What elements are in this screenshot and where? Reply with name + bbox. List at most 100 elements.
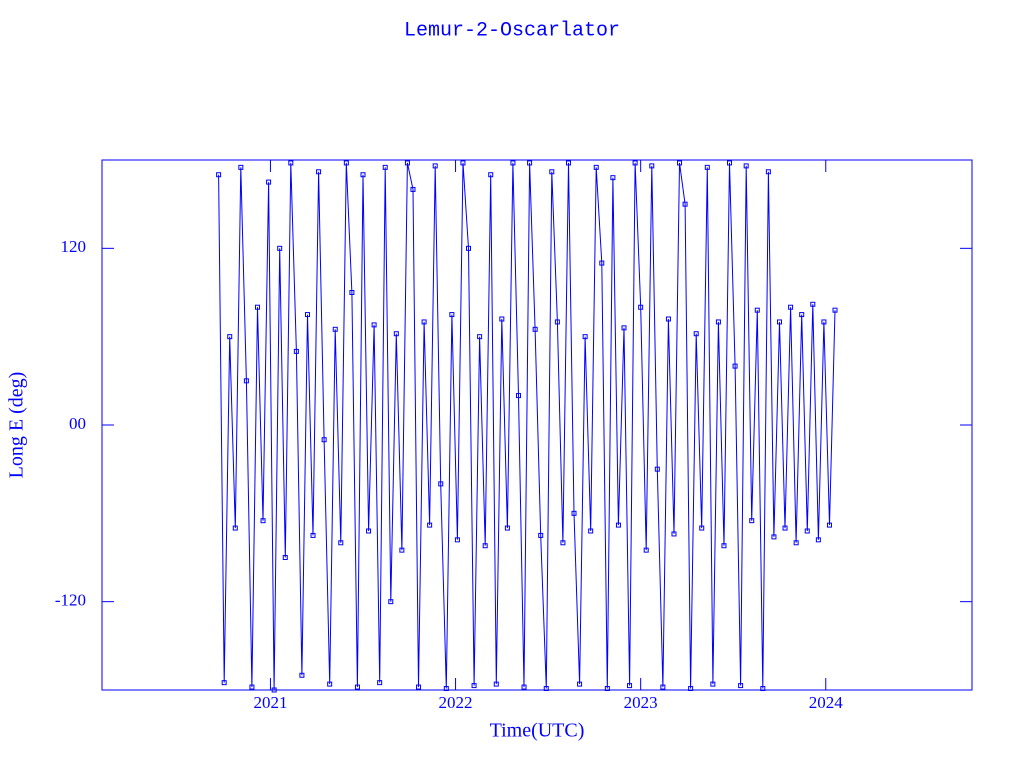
data-point bbox=[693, 331, 699, 337]
data-point bbox=[654, 466, 660, 472]
data-point bbox=[343, 160, 349, 166]
data-point bbox=[404, 160, 410, 166]
data-point bbox=[321, 437, 327, 443]
data-point bbox=[438, 481, 444, 487]
data-point bbox=[243, 378, 249, 384]
data-point bbox=[815, 537, 821, 543]
data-point bbox=[416, 684, 422, 690]
data-point bbox=[727, 160, 733, 166]
data-point bbox=[571, 510, 577, 516]
data-point bbox=[582, 334, 588, 340]
data-point bbox=[788, 304, 794, 310]
data-point bbox=[721, 543, 727, 549]
data-point bbox=[332, 326, 338, 332]
data-point bbox=[371, 322, 377, 328]
y-tick-label: -120 bbox=[55, 591, 86, 610]
data-point bbox=[349, 290, 355, 295]
data-point bbox=[671, 531, 677, 537]
data-point bbox=[704, 164, 710, 170]
data-point bbox=[588, 528, 594, 534]
data-point bbox=[221, 680, 227, 686]
data-point bbox=[238, 164, 244, 170]
data-point bbox=[732, 363, 738, 369]
data-point bbox=[715, 319, 721, 325]
data-point bbox=[366, 528, 372, 534]
data-point bbox=[532, 326, 538, 332]
data-point bbox=[282, 555, 288, 560]
data-point bbox=[499, 316, 505, 322]
data-point bbox=[260, 518, 266, 524]
data-point bbox=[799, 312, 805, 318]
data-point bbox=[510, 160, 516, 166]
data-point bbox=[271, 687, 277, 693]
data-point bbox=[660, 684, 666, 690]
data-point bbox=[649, 163, 655, 169]
data-point bbox=[460, 160, 466, 166]
data-point bbox=[299, 672, 305, 678]
data-point bbox=[615, 522, 621, 528]
data-point bbox=[410, 186, 416, 192]
data-point bbox=[604, 686, 610, 692]
data-point bbox=[543, 686, 549, 692]
data-point bbox=[443, 686, 449, 692]
data-point bbox=[760, 686, 766, 692]
data-point bbox=[549, 169, 555, 175]
data-point bbox=[277, 245, 283, 251]
data-point bbox=[593, 164, 599, 170]
data-point bbox=[227, 334, 233, 340]
data-point bbox=[515, 393, 521, 399]
data-point bbox=[826, 522, 832, 528]
data-point bbox=[527, 160, 533, 166]
data-point bbox=[632, 160, 638, 166]
data-point bbox=[288, 160, 294, 166]
data-point bbox=[293, 348, 299, 354]
data-point bbox=[738, 683, 744, 689]
data-point bbox=[621, 325, 627, 331]
data-point bbox=[832, 307, 838, 313]
data-point bbox=[477, 334, 483, 340]
data-point bbox=[266, 179, 272, 185]
data-point bbox=[399, 547, 405, 553]
data-point bbox=[682, 201, 688, 207]
data-point bbox=[249, 684, 255, 690]
data-point bbox=[538, 532, 544, 538]
data-point bbox=[466, 245, 472, 251]
data-point bbox=[810, 301, 816, 307]
data-point bbox=[471, 683, 477, 689]
data-point bbox=[677, 160, 683, 166]
data-point bbox=[560, 540, 566, 546]
data-point bbox=[327, 681, 333, 687]
data-point bbox=[360, 172, 366, 178]
data-point bbox=[488, 172, 494, 178]
data-point bbox=[749, 518, 755, 524]
data-point bbox=[643, 547, 649, 553]
x-tick-label: 2022 bbox=[439, 693, 473, 712]
data-point bbox=[232, 525, 238, 531]
y-axis-label: Long E (deg) bbox=[6, 372, 28, 479]
data-point bbox=[454, 537, 460, 543]
data-point bbox=[432, 163, 438, 169]
data-point bbox=[599, 260, 605, 266]
x-tick-label: 2024 bbox=[809, 693, 844, 712]
data-point bbox=[627, 683, 633, 689]
x-tick-label: 2021 bbox=[253, 693, 287, 712]
data-point bbox=[427, 522, 433, 528]
data-point bbox=[710, 681, 716, 687]
data-point bbox=[504, 525, 510, 531]
data-point bbox=[449, 312, 455, 318]
data-point bbox=[304, 312, 310, 318]
data-point bbox=[493, 681, 499, 687]
data-point bbox=[421, 319, 427, 325]
chart-title: Lemur-2-Oscarlator bbox=[404, 19, 620, 42]
data-point bbox=[216, 172, 222, 178]
data-point bbox=[521, 684, 527, 690]
data-point bbox=[354, 684, 360, 690]
data-point bbox=[377, 680, 383, 686]
data-point bbox=[765, 169, 771, 175]
data-point bbox=[482, 543, 488, 549]
data-point bbox=[382, 164, 388, 170]
data-line bbox=[218, 162, 836, 691]
data-point bbox=[754, 307, 760, 313]
